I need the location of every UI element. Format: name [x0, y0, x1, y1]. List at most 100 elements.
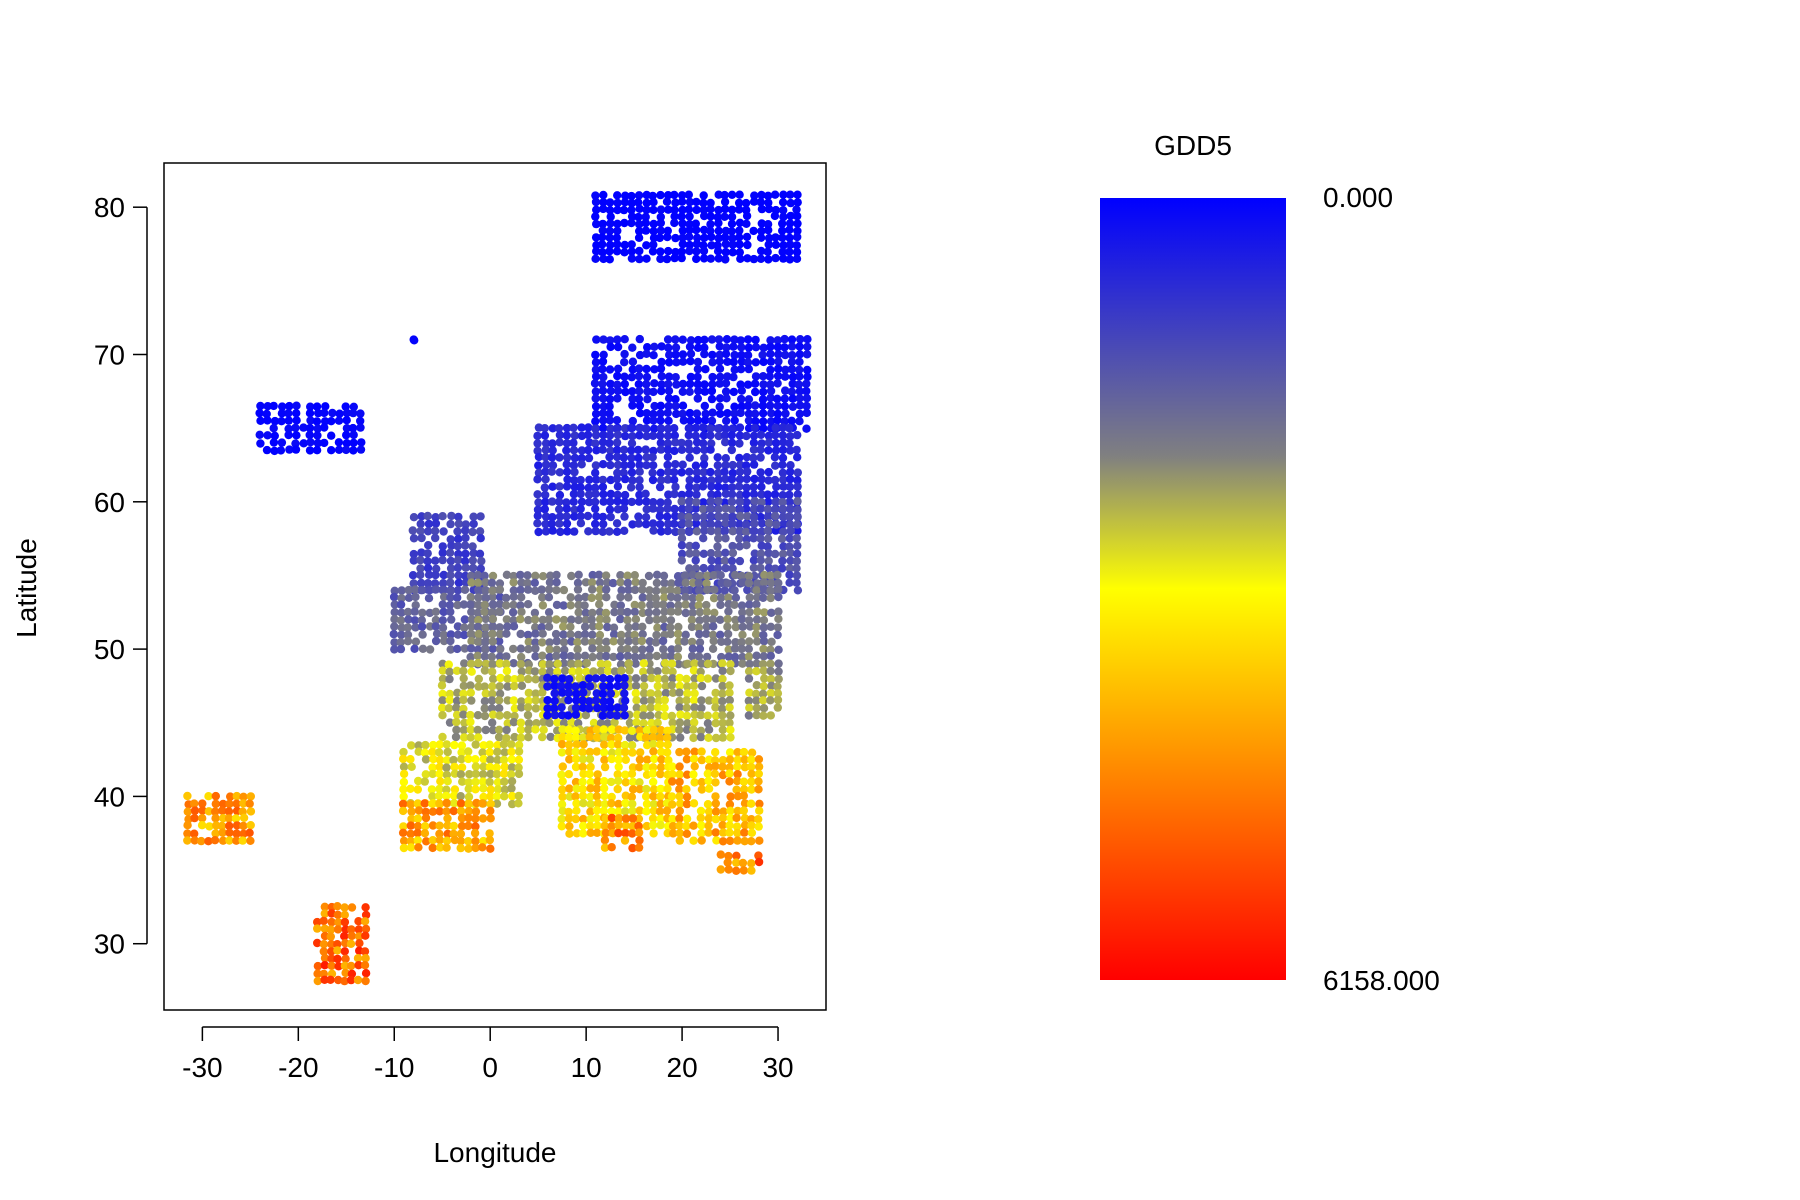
data-point: [667, 645, 676, 654]
data-point: [570, 453, 580, 463]
point-region: [600, 813, 644, 853]
data-point: [740, 828, 749, 837]
data-point: [552, 586, 561, 595]
data-point: [680, 637, 689, 646]
data-point: [592, 747, 601, 756]
data-point: [354, 932, 364, 941]
data-point: [598, 475, 608, 485]
point-region: [183, 791, 256, 846]
data-point: [627, 205, 636, 215]
data-point: [749, 453, 758, 463]
data-point: [606, 703, 615, 713]
data-point: [695, 629, 704, 639]
data-point: [467, 637, 476, 646]
data-point: [649, 351, 658, 360]
data-point: [718, 770, 728, 780]
data-point: [559, 622, 568, 631]
data-point: [802, 386, 811, 396]
data-point: [473, 651, 482, 660]
data-point: [543, 704, 552, 713]
data-point: [663, 475, 673, 484]
data-point: [559, 601, 568, 610]
data-point: [706, 526, 716, 536]
data-point: [409, 549, 418, 559]
data-point: [620, 726, 629, 735]
data-point: [656, 431, 665, 440]
data-point: [662, 197, 672, 206]
data-point: [558, 674, 567, 683]
data-point: [328, 408, 337, 418]
data-point: [616, 601, 625, 610]
data-point: [718, 837, 728, 846]
data-point: [524, 696, 533, 706]
data-point: [569, 489, 579, 499]
data-point: [738, 622, 747, 631]
data-point: [563, 475, 572, 484]
data-point: [691, 556, 700, 565]
data-point: [752, 586, 761, 595]
data-point: [627, 741, 637, 750]
data-point: [464, 837, 473, 846]
data-point: [719, 807, 728, 816]
data-point: [655, 505, 665, 514]
data-point: [667, 681, 677, 690]
data-point: [694, 578, 703, 588]
data-point: [649, 424, 659, 433]
data-point: [603, 666, 613, 676]
data-point: [541, 475, 550, 484]
data-point: [588, 638, 597, 647]
data-point: [756, 453, 765, 462]
data-point: [667, 711, 677, 721]
data-point: [735, 240, 744, 249]
data-point: [778, 491, 787, 500]
data-point: [442, 843, 451, 852]
data-point: [759, 711, 768, 720]
data-point: [566, 593, 575, 602]
data-point: [305, 409, 315, 418]
data-point: [460, 615, 470, 624]
data-point: [428, 769, 437, 779]
data-point: [650, 365, 659, 374]
data-point: [648, 733, 658, 742]
data-point: [747, 866, 756, 875]
data-point: [475, 549, 485, 558]
data-point: [481, 630, 491, 640]
data-point: [428, 799, 437, 808]
data-point: [495, 659, 505, 668]
data-point: [678, 226, 687, 235]
data-point: [744, 616, 754, 625]
data-point: [503, 682, 512, 691]
data-point: [605, 255, 614, 264]
x-axis: -30 -20 -10 0 10 20 30: [182, 1026, 794, 1083]
data-point: [793, 211, 802, 221]
data-point: [757, 482, 766, 491]
data-point: [566, 622, 575, 631]
data-point: [584, 445, 593, 455]
data-point: [686, 416, 695, 425]
data-point: [759, 644, 768, 654]
data-point: [773, 379, 782, 388]
data-point: [356, 423, 365, 432]
data-point: [205, 822, 214, 831]
data-point: [678, 239, 687, 249]
data-point: [766, 571, 775, 580]
data-point: [416, 555, 425, 565]
data-point: [700, 387, 710, 396]
data-point: [442, 798, 451, 808]
data-point: [607, 725, 616, 734]
data-point: [616, 652, 625, 661]
data-point: [613, 240, 622, 249]
data-point: [639, 696, 649, 705]
data-point: [340, 961, 350, 970]
data-point: [779, 542, 788, 551]
data-point: [743, 380, 753, 389]
data-point: [785, 225, 794, 235]
data-point: [474, 629, 483, 639]
data-point: [764, 233, 774, 243]
data-point: [566, 652, 575, 661]
data-point: [785, 490, 794, 500]
data-point: [603, 719, 612, 728]
data-point: [635, 836, 644, 845]
data-point: [428, 763, 437, 772]
data-point: [466, 593, 475, 602]
